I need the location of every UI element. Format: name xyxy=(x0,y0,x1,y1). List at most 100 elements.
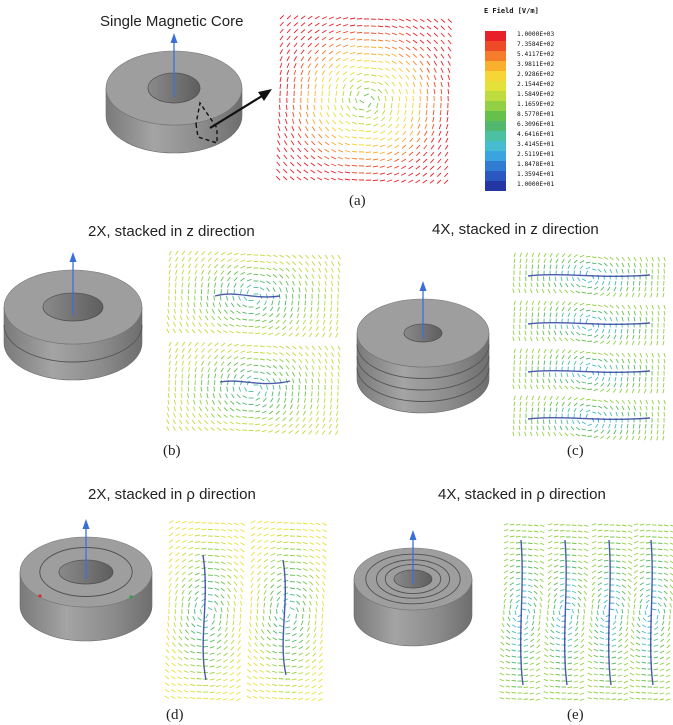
field-vector xyxy=(391,32,398,36)
field-vector xyxy=(272,267,278,271)
hole-rim xyxy=(393,578,433,589)
field-plot-c-cell-4 xyxy=(512,395,666,441)
field-vector xyxy=(305,358,309,364)
field-vector xyxy=(579,692,585,695)
field-vector xyxy=(311,140,316,146)
field-vector xyxy=(331,127,337,132)
field-vector xyxy=(318,126,323,132)
field-vector xyxy=(611,650,617,653)
field-vector xyxy=(292,378,295,384)
field-vector xyxy=(232,386,235,392)
field-vector xyxy=(223,659,228,663)
field-vector xyxy=(181,348,185,353)
field-vector xyxy=(270,553,276,556)
field-vector xyxy=(373,116,379,121)
field-vector xyxy=(283,548,289,550)
field-vector xyxy=(214,355,219,360)
field-vector xyxy=(278,300,280,306)
field-vector xyxy=(545,622,549,628)
field-vector xyxy=(593,685,599,688)
field-vector xyxy=(232,295,235,301)
field-vector xyxy=(599,643,605,646)
field-vector xyxy=(321,620,323,626)
field-vector xyxy=(559,425,563,431)
field-vector xyxy=(259,267,265,270)
field-vector xyxy=(518,336,521,342)
field-vector xyxy=(210,322,215,327)
field-vector xyxy=(645,588,651,592)
field-vector xyxy=(278,631,284,634)
field-vector xyxy=(587,429,593,432)
field-vector xyxy=(511,637,517,640)
field-vector xyxy=(298,287,301,293)
field-vector xyxy=(663,584,668,588)
field-vector xyxy=(302,417,306,422)
field-vector xyxy=(499,666,505,670)
field-vector xyxy=(384,18,391,21)
field-vector xyxy=(233,529,239,533)
legend-swatch xyxy=(485,101,506,111)
field-vector xyxy=(597,610,599,616)
field-vector xyxy=(372,179,379,182)
field-vector xyxy=(619,626,623,631)
field-vector xyxy=(282,417,287,422)
field-vector xyxy=(275,175,281,181)
field-vector xyxy=(645,604,649,610)
field-vector xyxy=(657,566,663,569)
field-vector xyxy=(542,419,545,425)
field-vector xyxy=(214,587,220,591)
field-vector xyxy=(667,626,671,632)
field-vector xyxy=(645,583,651,586)
field-vector xyxy=(309,529,315,532)
field-vector xyxy=(270,559,276,563)
field-vector xyxy=(253,682,258,686)
field-vector xyxy=(637,616,641,622)
field-vector xyxy=(188,540,194,543)
field-vector xyxy=(597,547,603,550)
field-vector xyxy=(645,358,648,364)
field-vector xyxy=(240,529,245,533)
field-vector xyxy=(308,423,313,429)
field-vector xyxy=(439,116,442,123)
field-vector xyxy=(621,554,627,557)
field-vector xyxy=(296,313,300,319)
field-vector xyxy=(290,147,295,153)
field-vector xyxy=(276,547,282,550)
field-vector xyxy=(639,256,643,262)
field-vector xyxy=(225,393,228,399)
field-vector xyxy=(237,652,241,657)
field-vector xyxy=(329,319,332,325)
field-vector xyxy=(296,542,302,544)
field-vector xyxy=(394,151,400,156)
field-vector xyxy=(259,371,265,375)
field-vector xyxy=(662,286,665,292)
field-vector xyxy=(250,570,255,576)
field-vector xyxy=(180,393,183,399)
field-vector xyxy=(603,583,609,586)
field-vector xyxy=(615,578,621,581)
field-vector xyxy=(537,360,540,366)
field-vector xyxy=(587,660,593,664)
field-vector xyxy=(669,530,673,533)
field-vector xyxy=(560,419,563,425)
field-vector xyxy=(214,555,220,557)
field-vector xyxy=(305,639,310,644)
field-vector xyxy=(537,419,539,425)
field-vector xyxy=(512,282,515,288)
field-vector xyxy=(657,405,660,411)
field-vector xyxy=(547,575,552,580)
field-vector xyxy=(207,361,211,366)
field-vector xyxy=(612,626,617,630)
field-vector xyxy=(597,587,602,592)
field-vector xyxy=(210,420,215,425)
field-vector xyxy=(585,357,591,360)
field-vector xyxy=(181,527,187,530)
field-vector xyxy=(581,374,587,378)
field-vector xyxy=(630,629,635,634)
field-vector xyxy=(288,417,293,422)
field-vector xyxy=(190,644,196,647)
field-vector xyxy=(424,123,428,129)
field-vector xyxy=(553,384,557,390)
field-vector xyxy=(248,628,252,634)
field-vector xyxy=(639,604,642,610)
